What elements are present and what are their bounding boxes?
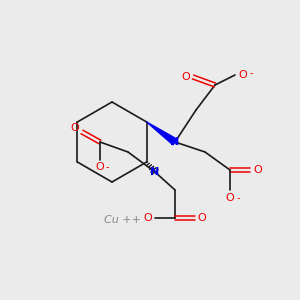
Text: O: O bbox=[226, 193, 234, 203]
Text: O: O bbox=[96, 162, 104, 172]
Text: N: N bbox=[170, 137, 180, 147]
Text: O: O bbox=[182, 72, 190, 82]
Text: -: - bbox=[249, 68, 253, 78]
Text: O: O bbox=[144, 213, 152, 223]
Text: O: O bbox=[254, 165, 262, 175]
Text: O: O bbox=[70, 123, 80, 133]
Text: Cu ++: Cu ++ bbox=[104, 215, 142, 225]
Text: N: N bbox=[150, 167, 160, 177]
Text: O: O bbox=[198, 213, 206, 223]
Text: O: O bbox=[238, 70, 247, 80]
Polygon shape bbox=[147, 122, 177, 145]
Text: -: - bbox=[105, 162, 109, 172]
Text: -: - bbox=[236, 193, 240, 203]
